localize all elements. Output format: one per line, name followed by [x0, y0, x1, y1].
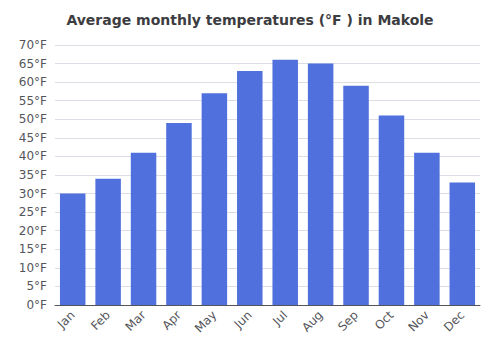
- svg-text:40°F: 40°F: [19, 149, 47, 163]
- svg-text:25°F: 25°F: [19, 205, 47, 219]
- svg-text:Dec: Dec: [441, 308, 467, 334]
- svg-text:Oct: Oct: [372, 308, 397, 333]
- svg-text:30°F: 30°F: [19, 187, 47, 201]
- svg-text:65°F: 65°F: [19, 57, 47, 71]
- svg-text:Jul: Jul: [269, 308, 290, 329]
- svg-text:Average monthly temperatures (: Average monthly temperatures (°F ) in Ma…: [66, 12, 433, 28]
- svg-text:60°F: 60°F: [19, 75, 47, 89]
- svg-text:50°F: 50°F: [19, 112, 47, 126]
- svg-text:Sep: Sep: [335, 308, 361, 334]
- svg-text:Mar: Mar: [123, 308, 149, 334]
- svg-text:20°F: 20°F: [19, 224, 47, 238]
- svg-text:Feb: Feb: [88, 308, 113, 333]
- svg-text:55°F: 55°F: [19, 94, 47, 108]
- svg-text:45°F: 45°F: [19, 131, 47, 145]
- svg-text:70°F: 70°F: [19, 38, 47, 52]
- svg-text:May: May: [192, 308, 219, 335]
- svg-text:0°F: 0°F: [26, 298, 47, 312]
- svg-text:Jun: Jun: [231, 308, 255, 332]
- svg-text:Nov: Nov: [405, 308, 431, 334]
- svg-text:Jan: Jan: [54, 308, 78, 332]
- svg-text:Aug: Aug: [299, 308, 325, 334]
- svg-text:35°F: 35°F: [19, 168, 47, 182]
- svg-text:5°F: 5°F: [26, 279, 47, 293]
- svg-text:Apr: Apr: [159, 308, 184, 333]
- svg-text:10°F: 10°F: [19, 261, 47, 275]
- svg-text:15°F: 15°F: [19, 242, 47, 256]
